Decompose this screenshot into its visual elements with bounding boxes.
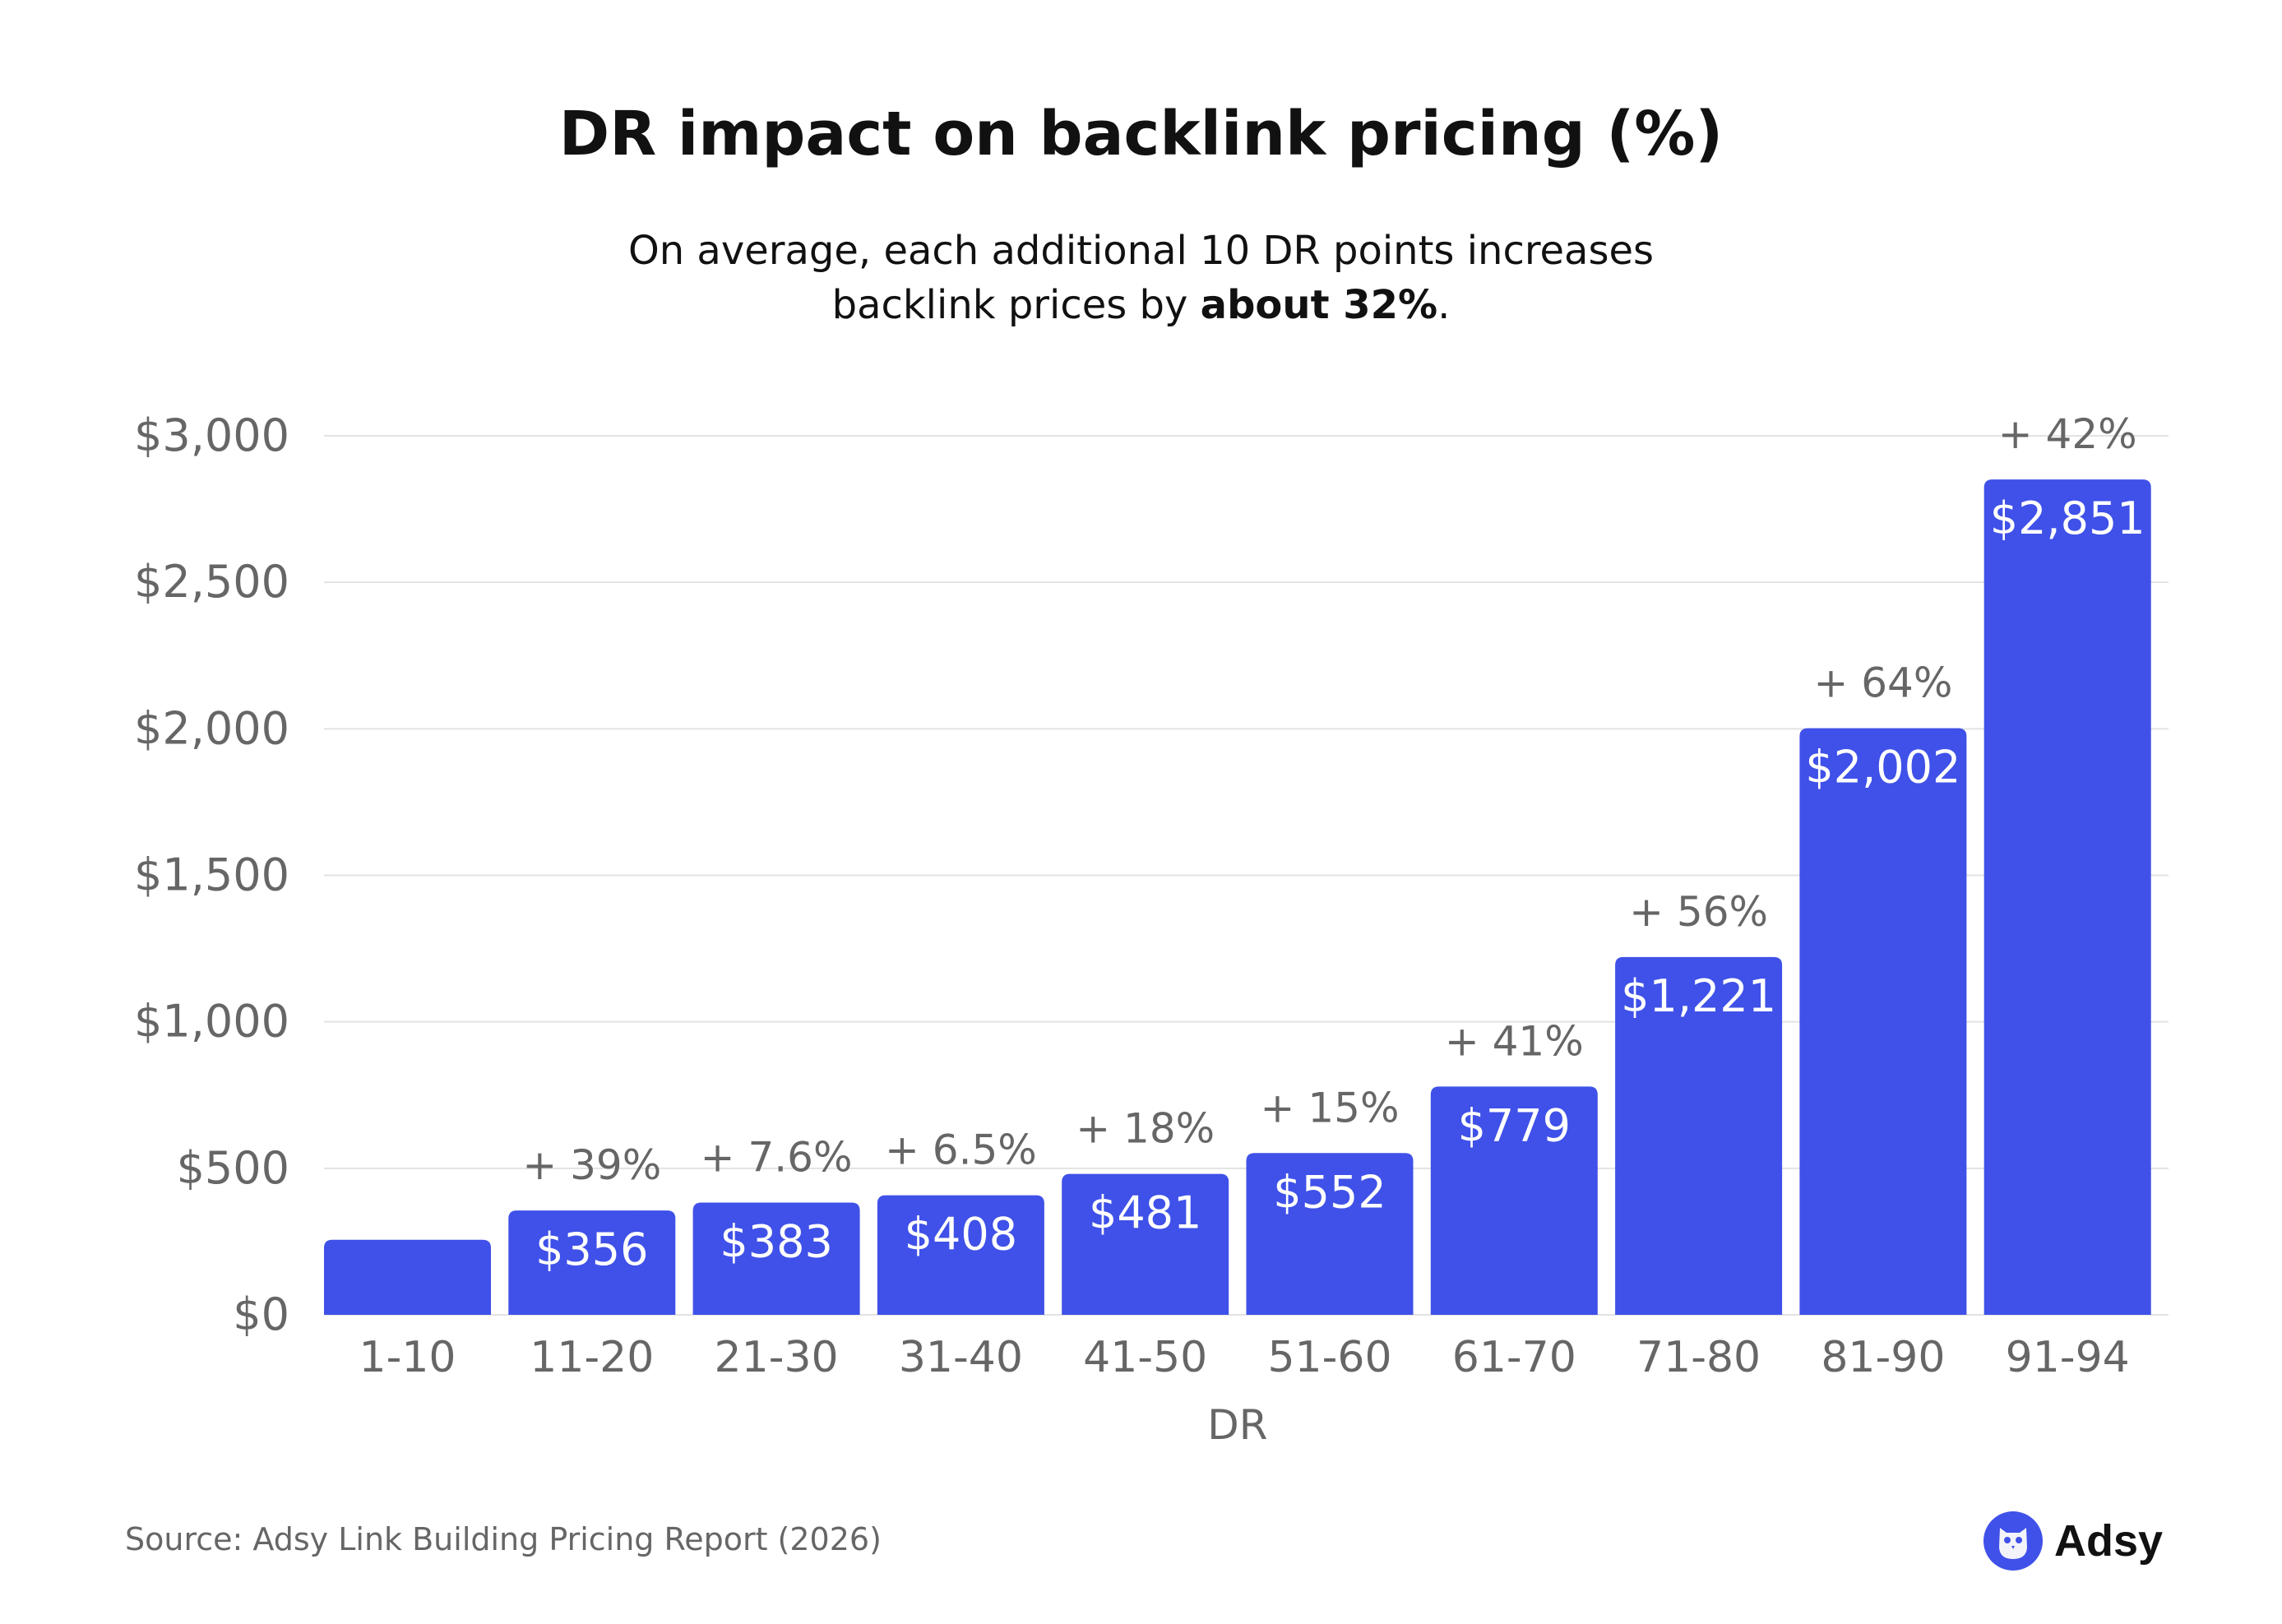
x-tick-label: 31-40 <box>899 1333 1023 1382</box>
bar-value-label: $481 <box>1089 1187 1201 1239</box>
bar <box>1983 479 2151 1315</box>
x-tick-label: 51-60 <box>1267 1333 1391 1382</box>
change-label: + 41% <box>1445 1017 1584 1065</box>
x-tick-label: 11-20 <box>530 1333 654 1382</box>
bar <box>1062 1173 1229 1315</box>
bar <box>1615 956 1783 1315</box>
logo-text: Adsy <box>2054 1516 2164 1566</box>
x-tick-label: 71-80 <box>1636 1333 1761 1382</box>
bar-value-label: $552 <box>1273 1166 1386 1218</box>
y-tick-label: $0 <box>233 1289 289 1340</box>
bar <box>1799 728 1967 1315</box>
bar-value-label: $1,221 <box>1621 970 1776 1022</box>
subtitle-end: . <box>1437 282 1451 328</box>
bar-value-label: $383 <box>720 1216 832 1268</box>
y-tick-label: $500 <box>177 1142 289 1194</box>
y-tick-label: $1,000 <box>134 996 289 1048</box>
y-tick-label: $3,000 <box>134 409 289 461</box>
bar <box>1246 1153 1414 1315</box>
subtitle-highlight: about 32% <box>1200 282 1438 328</box>
bar-value-label: $779 <box>1458 1099 1571 1151</box>
bar-value-label: $2,002 <box>1805 742 1960 793</box>
subtitle-text: On average, each additional 10 DR points… <box>627 228 1655 328</box>
bar <box>508 1210 676 1315</box>
y-tick-label: $2,500 <box>134 556 289 608</box>
y-tick-label: $1,500 <box>134 849 289 901</box>
change-label: + 15% <box>1261 1084 1400 1131</box>
chart-title: DR impact on backlink pricing (%) <box>558 99 1724 169</box>
change-label: + 6.5% <box>885 1127 1037 1174</box>
change-label: + 7.6% <box>701 1134 853 1182</box>
y-tick-label: $2,000 <box>134 702 289 754</box>
owl-icon <box>1983 1511 2043 1571</box>
change-label: + 18% <box>1076 1105 1215 1153</box>
x-tick-label: 61-70 <box>1452 1333 1576 1382</box>
change-label: + 42% <box>1998 410 2137 458</box>
x-tick-label: 21-30 <box>715 1333 839 1382</box>
x-axis-label: DR <box>1207 1401 1267 1449</box>
x-tick-label: 81-90 <box>1821 1333 1945 1382</box>
bar-value-label: $356 <box>535 1224 648 1275</box>
bar <box>692 1202 860 1315</box>
bar <box>324 1239 491 1315</box>
change-label: + 39% <box>522 1141 661 1189</box>
bar-value-label: $2,851 <box>1990 493 2145 544</box>
source-note: Source: Adsy Link Building Pricing Repor… <box>125 1521 882 1557</box>
adsy-logo: Adsy <box>1983 1511 2163 1571</box>
x-tick-label: 1-10 <box>359 1333 456 1382</box>
x-tick-label: 91-94 <box>2006 1333 2130 1382</box>
chart-subtitle: On average, each additional 10 DR points… <box>0 224 2282 332</box>
bar <box>877 1195 1044 1315</box>
x-tick-label: 41-50 <box>1083 1333 1207 1382</box>
bar <box>1430 1086 1598 1315</box>
bar-value-label: $408 <box>905 1209 1017 1261</box>
change-label: + 64% <box>1813 659 1952 707</box>
change-label: + 56% <box>1629 888 1768 936</box>
